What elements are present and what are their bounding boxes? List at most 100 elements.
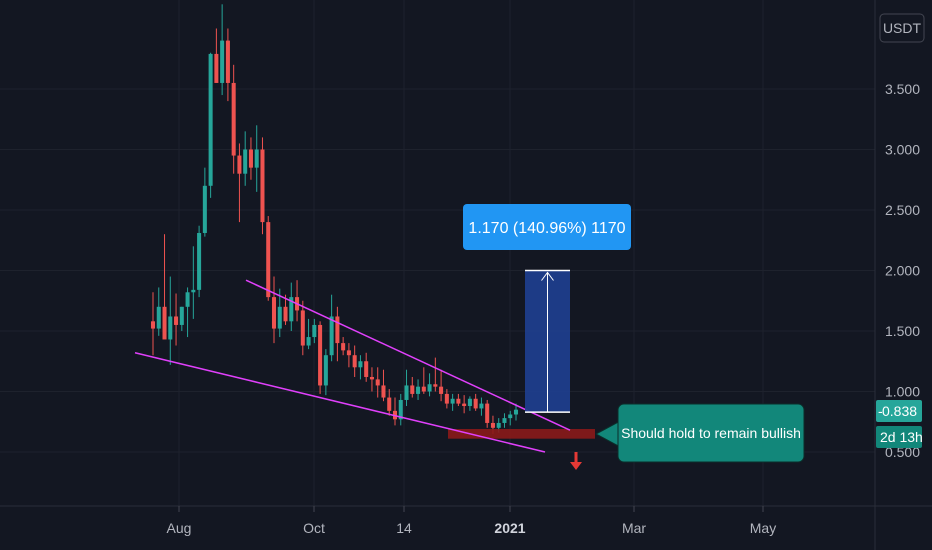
candle-body	[444, 393, 449, 404]
currency-label: USDT	[883, 20, 922, 36]
time-tick-label: Aug	[167, 520, 192, 536]
time-tick-label: 2021	[494, 520, 525, 536]
time-tick-label: Oct	[303, 520, 325, 536]
candle-body	[220, 40, 225, 83]
candle-body	[312, 324, 317, 338]
candle-body	[462, 403, 467, 407]
candle-body	[300, 310, 305, 346]
candle	[162, 234, 167, 340]
time-tick-label: Mar	[622, 520, 646, 536]
candle	[364, 352, 369, 382]
candle	[266, 216, 271, 301]
candle-body	[162, 306, 167, 340]
candle-body	[243, 149, 248, 174]
candle	[398, 393, 403, 426]
candle-body	[346, 350, 351, 356]
candle-body	[214, 53, 219, 83]
candle	[214, 28, 219, 83]
candle	[329, 294, 334, 362]
candle	[341, 337, 346, 356]
candle-body	[248, 149, 253, 168]
candle-body	[168, 316, 173, 340]
candle	[312, 318, 317, 344]
wedge-lower-line	[134, 352, 546, 453]
candle-body	[329, 316, 334, 356]
down-arrow-icon	[570, 452, 582, 470]
candle	[485, 399, 490, 428]
time-tick-label: May	[750, 520, 776, 536]
measure-label-box	[463, 204, 631, 250]
candle	[381, 369, 386, 402]
candle-body	[150, 321, 156, 329]
candle-body	[254, 149, 259, 168]
currency-box[interactable]	[879, 13, 925, 43]
candle-body	[513, 409, 519, 415]
candle-body	[490, 422, 495, 428]
candle-body	[197, 232, 202, 290]
candle	[502, 413, 507, 428]
candle-body	[421, 386, 426, 392]
candle	[416, 379, 421, 400]
candle	[168, 276, 173, 365]
candle-body	[410, 385, 415, 394]
candle	[358, 355, 363, 380]
candle-body	[404, 385, 409, 400]
candle-body	[398, 399, 403, 420]
candle	[375, 367, 380, 398]
candle-body	[364, 361, 369, 377]
candle	[225, 28, 230, 102]
candle	[444, 389, 449, 409]
candle	[346, 343, 351, 368]
candle-body	[427, 384, 432, 392]
candle-body	[318, 324, 323, 386]
candle-body	[237, 155, 242, 174]
candle-body	[387, 397, 392, 411]
candle-body	[473, 398, 478, 409]
time-axis[interactable]: Aug Oct 14 2021 Mar May	[167, 506, 777, 536]
candle-body	[266, 222, 271, 298]
measure-arrow-head	[541, 271, 554, 281]
candle	[300, 300, 305, 356]
candle-body	[283, 306, 288, 322]
support-zone	[448, 429, 595, 439]
candle-body	[225, 40, 230, 83]
candle	[421, 367, 426, 394]
candle-body	[479, 403, 484, 409]
candle-body	[496, 422, 501, 428]
candle	[243, 131, 248, 186]
candle	[271, 276, 277, 344]
candle-body	[439, 386, 444, 394]
candle	[150, 292, 156, 356]
countdown-value: 2d 13h	[880, 429, 923, 445]
callout-box	[617, 403, 805, 463]
countdown-tag	[876, 426, 922, 448]
candle-body	[335, 316, 340, 344]
candle	[387, 389, 392, 416]
candle-body	[260, 149, 265, 223]
candle	[410, 376, 415, 398]
candle	[289, 282, 294, 331]
candle-body	[416, 386, 421, 394]
candle-body	[156, 306, 161, 329]
candle	[456, 393, 461, 407]
candle-body	[375, 379, 380, 386]
candle	[352, 345, 357, 377]
candle-body	[450, 398, 455, 404]
price-tick-label: 1.500	[885, 323, 920, 339]
candle	[467, 396, 472, 411]
candle-body	[456, 398, 461, 404]
candle-body	[231, 82, 236, 156]
candle-body	[508, 414, 513, 419]
candle-body	[369, 376, 374, 380]
candle-body	[502, 418, 507, 423]
candle	[508, 410, 513, 426]
candle-body	[433, 384, 438, 387]
candle	[174, 293, 179, 346]
candle	[248, 137, 253, 180]
candle	[197, 225, 202, 298]
candle	[220, 4, 225, 96]
candle	[462, 395, 467, 414]
